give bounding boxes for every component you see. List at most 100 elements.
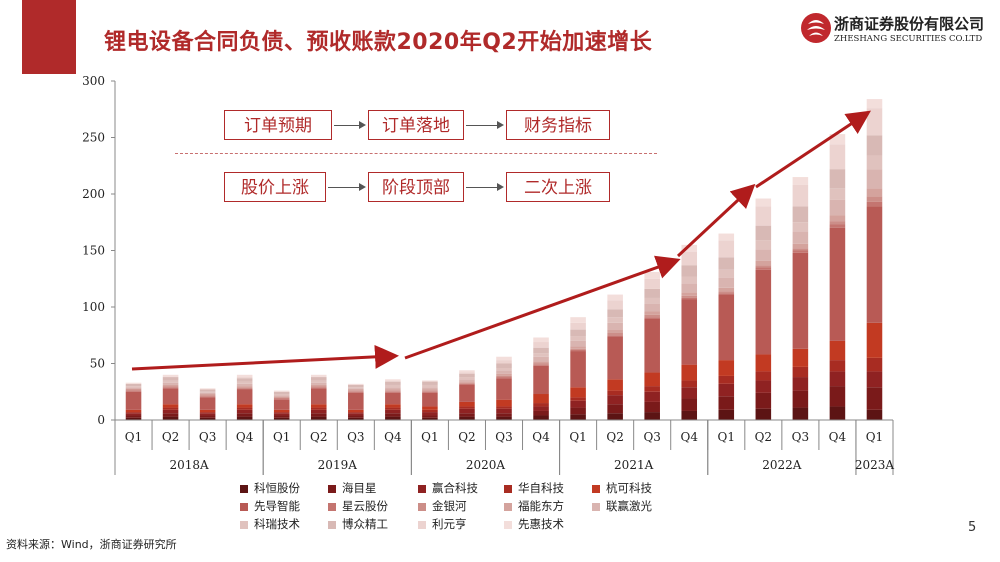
year-label: 2020A (466, 458, 506, 472)
x-tick-label: Q2 (162, 430, 179, 444)
legend-item: 金银河 (418, 498, 467, 514)
bar-segment-11-4 (273, 391, 290, 395)
bar-segment-9-3 (236, 383, 253, 387)
bar-segment-9-0 (125, 387, 142, 389)
bar-segment-2-4 (273, 413, 290, 416)
y-tick-label: 150 (82, 244, 105, 258)
bar-segment-5-2 (199, 397, 216, 410)
flow-box-second-rise: 二次上涨 (506, 172, 610, 202)
bar-segment-10-1 (162, 380, 179, 383)
bar-segment-13-8 (422, 380, 438, 382)
bar-segment-6-9 (459, 383, 475, 385)
bar-segment-0-9 (459, 416, 475, 420)
bar-segment-2-2 (199, 413, 216, 416)
x-tick-label: Q4 (680, 430, 698, 444)
bar-segment-3-3 (236, 407, 253, 410)
bar-segment-3-18 (792, 366, 809, 378)
bar-segment-7-0 (125, 389, 142, 391)
bar-segment-9-7 (385, 387, 401, 390)
bar-segment-0-12 (570, 414, 586, 420)
bar-segment-8-2 (199, 394, 216, 396)
bar-segment-13-18 (792, 177, 809, 185)
x-tick-label: Q1 (718, 430, 735, 444)
bar-segment-7-15 (681, 295, 698, 298)
legend-swatch (240, 485, 248, 493)
bar-segment-2-19 (829, 371, 846, 387)
x-tick-label: Q2 (458, 430, 475, 444)
x-tick-label: Q3 (199, 430, 216, 444)
legend-item: 赢合科技 (418, 480, 478, 496)
bar-segment-4-8 (422, 406, 438, 410)
bar-segment-12-18 (792, 184, 809, 207)
bar-segment-2-1 (162, 409, 179, 414)
y-tick-label: 250 (82, 131, 105, 145)
legend-swatch (504, 521, 512, 529)
bar-segment-0-6 (348, 417, 364, 420)
bar-segment-4-16 (718, 360, 735, 376)
x-tick-label: Q1 (421, 430, 438, 444)
bar-segment-8-19 (829, 215, 846, 222)
bar-segment-6-12 (570, 349, 586, 352)
bar-segment-1-3 (236, 413, 253, 417)
bar-segment-6-15 (681, 297, 698, 300)
bar-segment-6-2 (199, 396, 216, 398)
bar-segment-0-1 (162, 416, 179, 420)
bar-segment-13-0 (125, 382, 142, 384)
x-tick-label: Q2 (310, 430, 327, 444)
bar-segment-10-16 (718, 269, 735, 278)
bar-segment-13-13 (607, 294, 623, 301)
bar-segment-8-11 (533, 361, 549, 364)
bar-segment-11-10 (496, 363, 512, 369)
bar-segment-1-12 (570, 407, 586, 415)
bar-segment-9-9 (459, 379, 475, 382)
bar-segment-8-10 (496, 373, 512, 376)
bar-segment-10-0 (125, 386, 142, 388)
legend-item: 海目星 (328, 480, 377, 496)
bar-segment-7-12 (570, 348, 586, 350)
bar-segment-13-7 (385, 379, 401, 382)
bar-segment-4-6 (348, 409, 364, 413)
flow-arrow (466, 121, 504, 129)
bar-segment-3-17 (755, 371, 772, 381)
bar-segment-11-18 (792, 206, 809, 223)
bar-segment-11-11 (533, 347, 549, 354)
bar-segment-7-9 (459, 382, 475, 384)
bar-segment-10-11 (533, 353, 549, 357)
x-tick-label: Q4 (829, 430, 847, 444)
bar-segment-4-15 (681, 364, 698, 381)
bar-segment-9-17 (755, 249, 772, 261)
y-tick-label: 100 (82, 300, 105, 314)
bar-segment-11-0 (125, 383, 142, 387)
legend-swatch (328, 485, 336, 493)
bar-segment-13-4 (273, 390, 290, 392)
bar-segment-7-2 (199, 395, 216, 397)
legend-item: 福能东方 (504, 498, 564, 514)
legend-swatch (418, 485, 426, 493)
bar-segment-4-13 (607, 379, 623, 391)
bar-segment-3-2 (199, 412, 216, 414)
bar-segment-2-7 (385, 409, 401, 414)
bar-segment-11-5 (310, 377, 327, 381)
trend-arrow-4 (755, 110, 871, 189)
x-tick-label: Q3 (643, 430, 660, 444)
legend-label: 利元亨 (432, 517, 467, 531)
bar-segment-6-3 (236, 388, 253, 390)
bar-segment-8-20 (866, 188, 883, 197)
bar-segment-11-9 (459, 373, 475, 378)
legend-label: 海目星 (342, 481, 377, 495)
bar-segment-7-7 (385, 390, 401, 392)
bar-segment-1-7 (385, 413, 401, 417)
bar-segment-11-20 (866, 135, 883, 156)
bar-segment-10-14 (644, 297, 660, 304)
bar-segment-5-13 (607, 336, 623, 380)
bar-segment-0-11 (533, 415, 549, 420)
bar-segment-9-6 (348, 388, 364, 390)
bar-segment-6-20 (866, 201, 883, 207)
bar-segment-0-19 (829, 406, 846, 420)
bar-segment-8-6 (348, 389, 364, 391)
bar-segment-12-12 (570, 322, 586, 330)
bar-segment-11-7 (385, 381, 401, 385)
legend-swatch (592, 485, 600, 493)
bar-segment-7-18 (792, 248, 809, 251)
bar-segment-8-14 (644, 311, 660, 315)
